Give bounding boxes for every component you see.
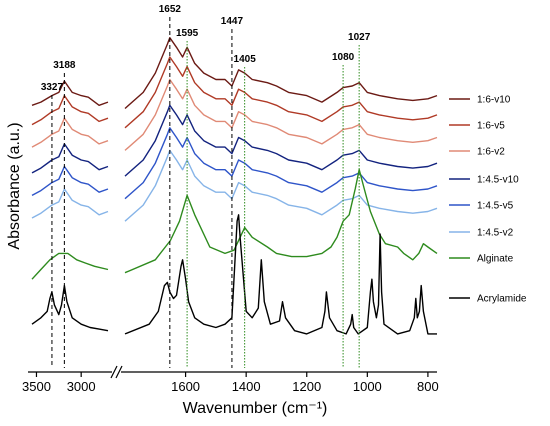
- series-Acrylamide: [31, 214, 437, 335]
- axis-break-mark: [110, 365, 118, 379]
- series-line-high: [31, 165, 109, 197]
- x-axis-title: Wavenumber (cm⁻¹): [183, 400, 328, 417]
- legend-item: 1:4.5-v5: [449, 201, 514, 212]
- peak-label-1080: 1080: [332, 52, 355, 63]
- legend-label: 1:4.5-v2: [477, 228, 514, 239]
- series-1:6-v10: [31, 37, 438, 110]
- peak-label-1595: 1595: [176, 28, 199, 39]
- series-line-low: [124, 56, 438, 129]
- peak-label-1027: 1027: [348, 32, 371, 43]
- legend-item: 1:4.5-v10: [449, 175, 519, 186]
- series-line-high: [31, 80, 109, 106]
- series-Alginate: [31, 169, 438, 280]
- peak-annotations: 3327 3188 1652 1595 1447 1405 1080 1027: [41, 4, 371, 368]
- x-tick-label: 1600: [171, 379, 200, 394]
- series-line-high: [31, 252, 109, 280]
- legend-item: Alginate: [449, 254, 514, 265]
- series-1:6-v2: [31, 78, 438, 151]
- legend: 1:6-v10 1:6-v5 1:6-v2 1:4.5-v10 1:4.5-v5 1:4.…: [449, 95, 527, 305]
- x-tick-label: 1000: [353, 379, 382, 394]
- legend-item: 1:6-v10: [449, 95, 511, 106]
- series-1:6-v5: [31, 56, 438, 129]
- series-line-low: [124, 214, 437, 335]
- legend-label: 1:6-v2: [477, 147, 505, 158]
- series-1:4.5-v5: [31, 127, 438, 200]
- legend-label: Alginate: [477, 254, 514, 265]
- x-tick-label: 3500: [22, 379, 51, 394]
- series-line-high: [31, 143, 109, 174]
- legend-item: 1:4.5-v2: [449, 228, 514, 239]
- series-line-low: [124, 37, 438, 110]
- legend-item: Acrylamide: [449, 294, 527, 305]
- spectra-series: [31, 37, 438, 335]
- x-axis: 3500 3000 1600 1400 1200 1000 800: [22, 365, 439, 394]
- series-line-low: [124, 169, 438, 274]
- peak-label-1405: 1405: [234, 54, 257, 65]
- axis-break-mark: [115, 365, 123, 379]
- legend-label: 1:4.5-v5: [477, 201, 514, 212]
- x-tick-label: 1400: [232, 379, 261, 394]
- legend-item: 1:6-v5: [449, 121, 505, 132]
- peak-label-1447: 1447: [221, 16, 244, 27]
- series-line-low: [124, 104, 438, 177]
- series-line-low: [124, 149, 438, 222]
- x-tick-label: 3000: [67, 379, 96, 394]
- legend-label: 1:6-v5: [477, 121, 505, 132]
- series-1:4.5-v10: [31, 104, 438, 177]
- series-line-high: [31, 284, 109, 332]
- series-1:4.5-v2: [31, 149, 438, 222]
- series-line-high: [31, 94, 109, 126]
- x-tick-label: 1200: [292, 379, 321, 394]
- peak-label-1652: 1652: [159, 4, 182, 15]
- legend-label: 1:6-v10: [477, 95, 511, 106]
- legend-item: 1:6-v2: [449, 147, 505, 158]
- x-tick-label: 800: [417, 379, 439, 394]
- series-line-high: [31, 117, 109, 148]
- peak-label-3188: 3188: [53, 60, 76, 71]
- y-axis-title: Absorbance (a.u.): [6, 122, 23, 249]
- legend-label: 1:4.5-v10: [477, 175, 519, 186]
- series-line-high: [31, 188, 109, 219]
- series-line-low: [124, 127, 438, 200]
- series-line-low: [124, 78, 438, 151]
- peak-label-3327: 3327: [41, 82, 64, 93]
- legend-label: Acrylamide: [477, 294, 527, 305]
